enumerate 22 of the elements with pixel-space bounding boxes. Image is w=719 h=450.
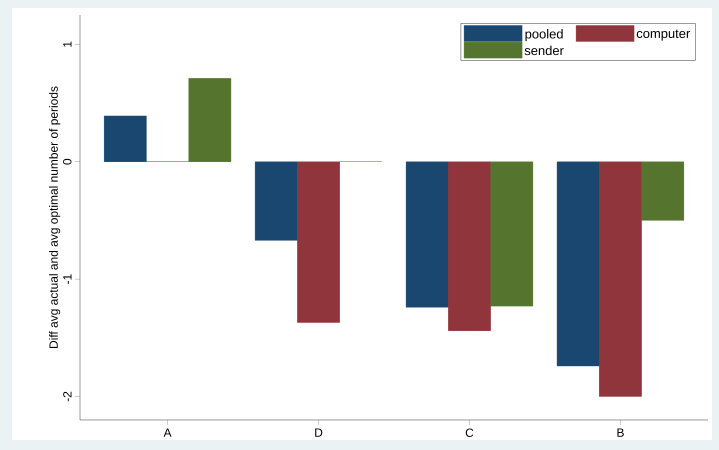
y-tick-label: -1 bbox=[63, 274, 72, 284]
bar bbox=[448, 162, 491, 331]
bar bbox=[254, 162, 298, 241]
y-tick-label: 1 bbox=[63, 42, 72, 47]
legend-label: computer bbox=[636, 30, 690, 41]
bar bbox=[599, 162, 642, 397]
bar bbox=[188, 78, 232, 162]
y-tick-label: 0 bbox=[63, 158, 72, 165]
y-tick-label: -2 bbox=[63, 392, 72, 402]
x-tick-label: D bbox=[315, 428, 322, 437]
x-tick-label: C bbox=[466, 428, 474, 437]
bar bbox=[641, 162, 684, 221]
bar bbox=[556, 162, 600, 366]
bar bbox=[406, 162, 449, 308]
bar bbox=[297, 162, 340, 323]
x-tick-label: B bbox=[617, 428, 624, 437]
bar bbox=[490, 162, 534, 306]
x-tick-label: A bbox=[164, 428, 172, 437]
y-axis-title: Diff avg actual and avg optimal number of periods bbox=[49, 86, 60, 348]
legend-label: sender bbox=[524, 46, 564, 56]
legend-label: pooled bbox=[525, 29, 563, 42]
bar bbox=[104, 116, 147, 162]
